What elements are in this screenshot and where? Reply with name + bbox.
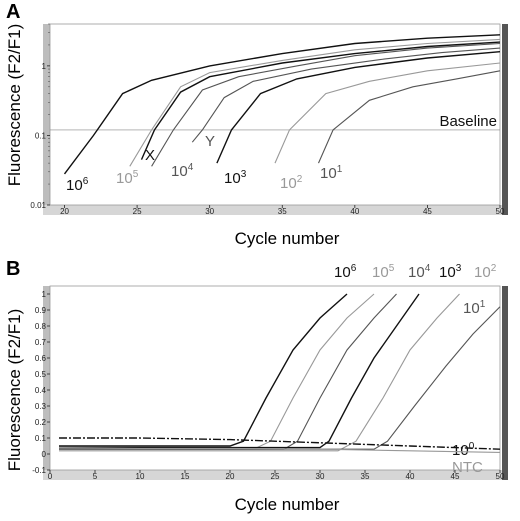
y-tick-label: 0.5 [35, 370, 47, 379]
series-label: 103 [224, 169, 247, 187]
series-line [59, 293, 348, 447]
x-tick-label: 50 [496, 472, 505, 481]
series-line [151, 42, 501, 167]
series-label: 103 [439, 263, 462, 281]
y-tick-label: 0.1 [35, 434, 47, 443]
plot-area-b: -0.100.10.20.30.40.50.60.70.80.910 5 10 15 2… [32, 263, 508, 481]
series-label: 101 [463, 299, 486, 317]
x-tick-label: 30 [205, 207, 214, 216]
right-edge-bar [502, 286, 508, 480]
x-axis-band [43, 205, 508, 215]
curve-annotation: Y [205, 133, 215, 150]
y-axis-title-a: Fluorescence (F2/F1) [5, 24, 24, 187]
series-line [59, 306, 501, 450]
y-tick-label: 0.1 [35, 131, 47, 140]
series-line [59, 293, 460, 452]
series-line [274, 62, 501, 164]
x-tick-label: 0 [48, 472, 53, 481]
x-tick-label: 45 [423, 207, 432, 216]
y-tick-label: 0.2 [35, 418, 47, 427]
y-axis-rail [43, 24, 50, 205]
series-label: 102 [280, 174, 303, 192]
x-tick-label: 15 [181, 472, 190, 481]
series-label: 105 [116, 169, 139, 187]
x-tick-label: 35 [361, 472, 370, 481]
y-tick-label: 1 [42, 62, 47, 71]
x-tick-label: 20 [60, 207, 69, 216]
x-tick-label: 25 [133, 207, 142, 216]
series-label: 101 [320, 164, 343, 182]
x-tick-label: 10 [136, 472, 145, 481]
series-label: 106 [66, 176, 89, 194]
series-line [59, 293, 420, 449]
series-line [317, 70, 501, 164]
series-label: 104 [171, 162, 194, 180]
y-tick-label: 0.01 [30, 201, 46, 210]
baseline-label: Baseline [439, 113, 497, 130]
series-line [140, 41, 501, 160]
panel-letter-a: A [6, 1, 20, 23]
x-axis-title-b: Cycle number [235, 495, 340, 514]
series-line [63, 34, 501, 175]
series-line [58, 447, 501, 453]
y-tick-label: 0.3 [35, 402, 47, 411]
x-tick-label: 5 [93, 472, 98, 481]
x-tick-label: 35 [278, 207, 287, 216]
y-tick-label: -0.1 [32, 466, 46, 475]
curve-annotation: X [145, 147, 155, 164]
y-tick-label: 0.6 [35, 354, 47, 363]
series-label: 102 [474, 263, 497, 281]
y-tick-label: 0.9 [35, 306, 47, 315]
y-tick-label: 0.7 [35, 338, 47, 347]
x-tick-label: 50 [496, 207, 505, 216]
y-tick-label: 1 [42, 290, 47, 299]
series-line [191, 47, 501, 143]
series-label: NTC [452, 459, 483, 476]
x-tick-label: 30 [316, 472, 325, 481]
y-tick-label: 0.4 [35, 386, 47, 395]
panel-a: A Fluorescence (F2/F1) Cycle number 0.01… [5, 1, 508, 248]
y-axis-title-b: Fluorescence (F2/F1) [5, 309, 24, 472]
panel-b: B Fluorescence (F2/F1) Cycle number -0.1… [5, 258, 508, 514]
plot-area-a: 0.01 0.1 1 20 25 30 35 40 45 50 Baseline 106 105 104 1… [30, 23, 508, 216]
y-tick-label: 0 [42, 450, 47, 459]
series-line [59, 437, 501, 450]
x-tick-label: 40 [350, 207, 359, 216]
plot-background [50, 286, 500, 470]
x-axis-title-a: Cycle number [235, 229, 340, 248]
series-label: 104 [408, 263, 431, 281]
y-tick-label: 0.8 [35, 322, 47, 331]
x-tick-label: 25 [271, 472, 280, 481]
series-line [216, 51, 501, 164]
right-edge-bar [502, 24, 508, 215]
series-label: 105 [372, 263, 395, 281]
series-line [129, 38, 501, 167]
x-tick-label: 40 [406, 472, 415, 481]
x-axis-band [43, 470, 508, 480]
series-label: 106 [334, 263, 357, 281]
x-tick-label: 20 [226, 472, 235, 481]
series-label: 100 [452, 441, 475, 459]
x-tick-label: 45 [451, 472, 460, 481]
panel-letter-b: B [6, 258, 20, 280]
y-axis-rail [43, 286, 50, 470]
